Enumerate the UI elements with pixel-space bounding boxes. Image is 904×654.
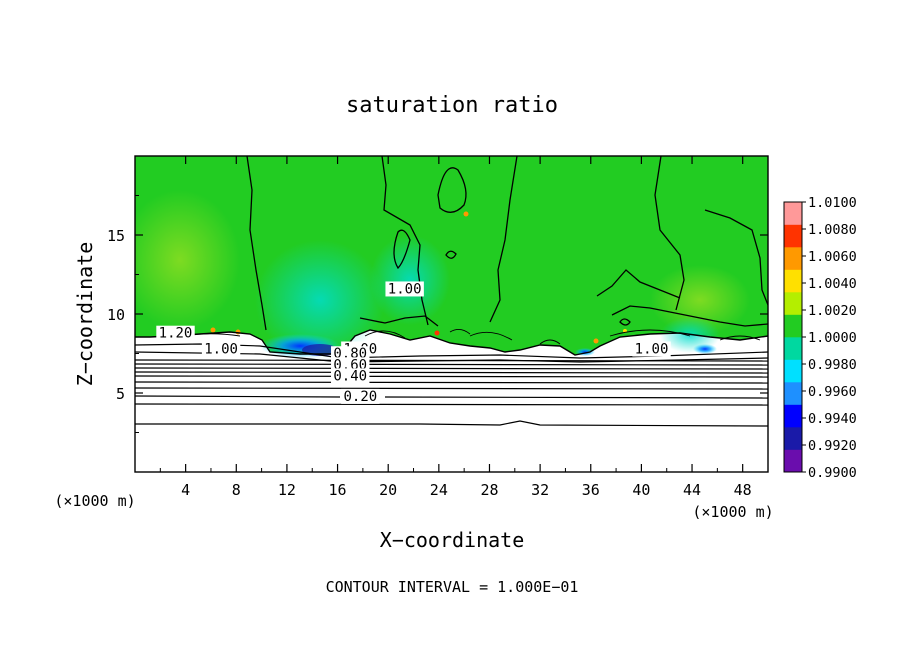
x-axis: 4 8 12 16 20 24 28 32 36 40 44 48 <box>159 156 752 499</box>
colorbar-swatch <box>784 427 802 450</box>
contour-labels: 1.201.001.001.001.000.800.600.400.20 <box>156 281 671 405</box>
x-tick-label: 24 <box>430 481 448 499</box>
x-tick-label: 48 <box>734 481 752 499</box>
x-axis-label: X−coordinate <box>380 528 525 552</box>
colorbar-swatch <box>784 449 802 473</box>
colorbar-tick-label: 1.0020 <box>808 303 857 319</box>
contour-label: 0.40 <box>333 368 367 384</box>
x-tick-label: 44 <box>683 481 701 499</box>
contour-label: 1.00 <box>388 281 422 297</box>
colorbar-swatch <box>784 292 802 315</box>
colorbar-swatch <box>784 314 802 338</box>
x-tick-label: 4 <box>181 481 190 499</box>
colorbar-tick-label: 0.9940 <box>808 411 857 427</box>
x-unit-left: (×1000 m) <box>54 492 135 510</box>
upper-contours <box>246 156 768 331</box>
x-tick-label: 20 <box>379 481 397 499</box>
colorbar-swatch <box>784 224 802 248</box>
contour-label-bg <box>632 341 671 357</box>
z-axis-label: Z−coordinate <box>73 242 97 387</box>
colorbar-tick-label: 1.0060 <box>808 249 857 265</box>
colorbar-tick-label: 1.0000 <box>808 330 857 346</box>
contour-label-bg <box>156 325 195 341</box>
colorbar-swatch <box>784 337 802 360</box>
colorbar-tick-label: 0.9900 <box>808 465 857 481</box>
x-tick-label: 16 <box>329 481 347 499</box>
contour-label: 1.20 <box>159 326 193 342</box>
colorbar-tick-label: 1.0100 <box>808 195 857 211</box>
z-tick-label: 15 <box>107 227 125 245</box>
x-tick-label: 32 <box>531 481 549 499</box>
chart-title: saturation ratio <box>346 93 558 118</box>
x-tick-label: 40 <box>632 481 650 499</box>
colorbar-tick-label: 0.9980 <box>808 357 857 373</box>
colorbar-tick-label: 0.9960 <box>808 384 857 400</box>
x-tick-label: 12 <box>278 481 296 499</box>
plot-area <box>135 156 768 472</box>
x-tick-label: 28 <box>480 481 498 499</box>
colorbar-swatch <box>784 269 802 293</box>
colorbar-swatch <box>784 359 802 383</box>
contour-interval-note: CONTOUR INTERVAL = 1.000E−01 <box>326 578 579 596</box>
colorbar-swatch <box>784 202 802 225</box>
contour-label: 0.20 <box>343 389 377 405</box>
z-tick-label: 5 <box>116 385 125 403</box>
colorbar-swatch <box>784 404 802 428</box>
contour-label: 1.00 <box>635 342 669 358</box>
contour-label-bg <box>341 388 380 404</box>
colorbar-tick-label: 0.9920 <box>808 438 857 454</box>
colorbar-tick-label: 1.0080 <box>808 222 857 238</box>
contour-label: 1.00 <box>204 342 238 358</box>
z-axis: 5 10 15 <box>107 195 768 433</box>
stable-layer-contours <box>135 343 768 427</box>
colorbar-tick-label: 1.0040 <box>808 276 857 292</box>
x-tick-label: 36 <box>582 481 600 499</box>
z-tick-label: 10 <box>107 306 125 324</box>
cloud-base-contour <box>135 329 768 356</box>
colorbar-swatch <box>784 382 802 405</box>
contour-label-bg <box>331 368 370 384</box>
colorbar-swatch <box>784 247 802 270</box>
contour-label-bg <box>385 281 424 297</box>
cloud-cell-contours <box>159 329 761 345</box>
colorbar: 0.9900 0.9920 0.9940 0.9960 0.9980 1.0000 1.00… <box>783 195 857 481</box>
x-tick-label: 8 <box>232 481 241 499</box>
contour-label-bg <box>201 341 241 357</box>
x-unit-right: (×1000 m) <box>692 503 773 521</box>
